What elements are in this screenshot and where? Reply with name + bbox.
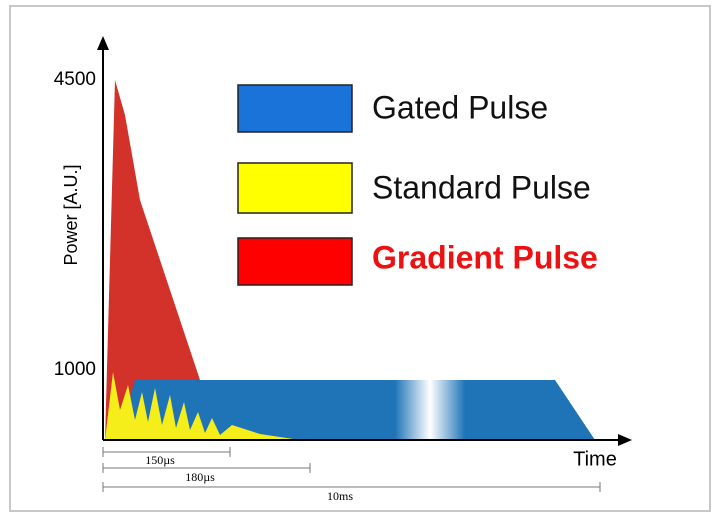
y-axis-label: Power [A.U.] <box>61 164 81 265</box>
gradient-pulse-shape <box>105 80 300 440</box>
y-tick-label: 4500 <box>54 69 96 90</box>
standard-pulse-shape <box>105 372 300 440</box>
duration-lines <box>102 447 601 492</box>
legend-label: Standard Pulse <box>372 169 591 205</box>
legend-swatch <box>237 84 353 133</box>
duration-label: 180µs <box>185 470 215 484</box>
duration-label: 150µs <box>145 453 175 467</box>
x-arrow <box>618 434 632 446</box>
x-axis-label: Time <box>573 448 617 470</box>
y-arrow <box>97 36 109 50</box>
gated-gap <box>395 380 465 440</box>
legend-swatch <box>237 162 353 214</box>
legend-label: Gated Pulse <box>372 89 548 125</box>
duration-label: 10ms <box>327 489 353 503</box>
legend-swatch <box>237 237 353 286</box>
y-tick-label: 1000 <box>54 359 96 380</box>
gated-pulse-shape <box>118 380 595 440</box>
legend-label: Gradient Pulse <box>372 239 598 275</box>
